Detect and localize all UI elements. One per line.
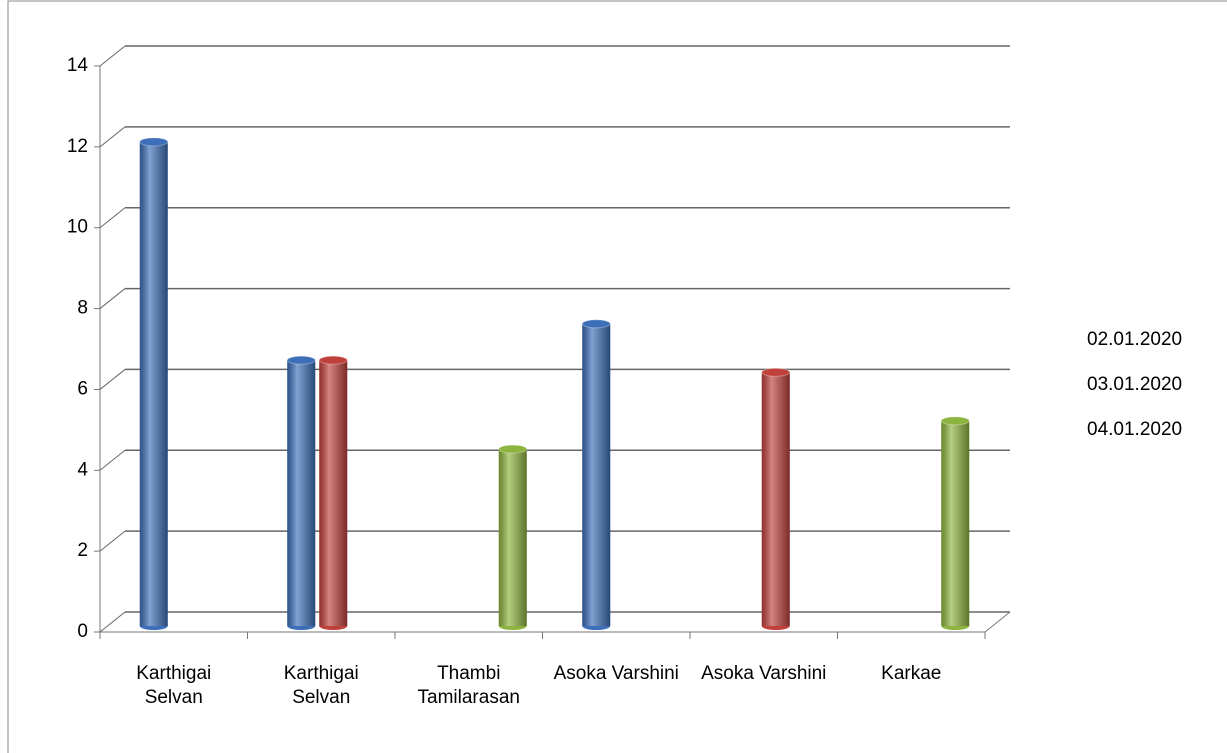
bar-top (761, 367, 791, 377)
legend-label: 04.01.2020 (1087, 419, 1182, 440)
bar-shade (582, 323, 611, 626)
grid-line (99, 288, 126, 309)
bar-top (139, 137, 169, 147)
legend-label: 03.01.2020 (1087, 374, 1182, 395)
bar-top (498, 444, 528, 454)
bar-shade (941, 420, 970, 626)
x-tick-label: Karkae (881, 663, 942, 684)
bar-shade (319, 360, 348, 626)
x-tick-label: Asoka Varshini (701, 663, 827, 684)
grid-line (99, 530, 126, 552)
frame (7, 0, 1227, 753)
y-tick-label: 8 (77, 298, 88, 319)
bar-shade (139, 141, 168, 626)
y-tick-label: 14 (67, 55, 89, 76)
x-tick-label: Thambi Tamilarasan (417, 663, 520, 708)
bar-shade (761, 372, 790, 626)
bar-shade (498, 449, 527, 626)
grid-line (99, 369, 126, 390)
x-tick-label: Karthigai Selvan (283, 663, 359, 708)
grid-line (99, 449, 126, 471)
grid-line (99, 611, 126, 633)
grid-line (99, 207, 126, 229)
legend-label: 02.01.2020 (1087, 329, 1182, 350)
bar-shade (287, 360, 316, 626)
y-tick-label: 6 (77, 378, 88, 399)
y-tick-label: 10 (67, 217, 88, 238)
floor-edge (984, 611, 1011, 633)
y-tick-label: 0 (77, 621, 88, 642)
bar-top (940, 416, 970, 426)
bar-top (318, 355, 348, 365)
bar-top (581, 319, 611, 329)
bar-top (286, 355, 316, 365)
x-tick-label: Asoka Varshini (553, 663, 679, 684)
x-tick-label: Karthigai Selvan (136, 663, 212, 708)
grid-line (99, 126, 126, 148)
y-tick-label: 12 (67, 136, 88, 157)
grid-line (99, 45, 126, 67)
y-tick-label: 4 (77, 459, 88, 480)
y-tick-label: 2 (77, 540, 88, 561)
